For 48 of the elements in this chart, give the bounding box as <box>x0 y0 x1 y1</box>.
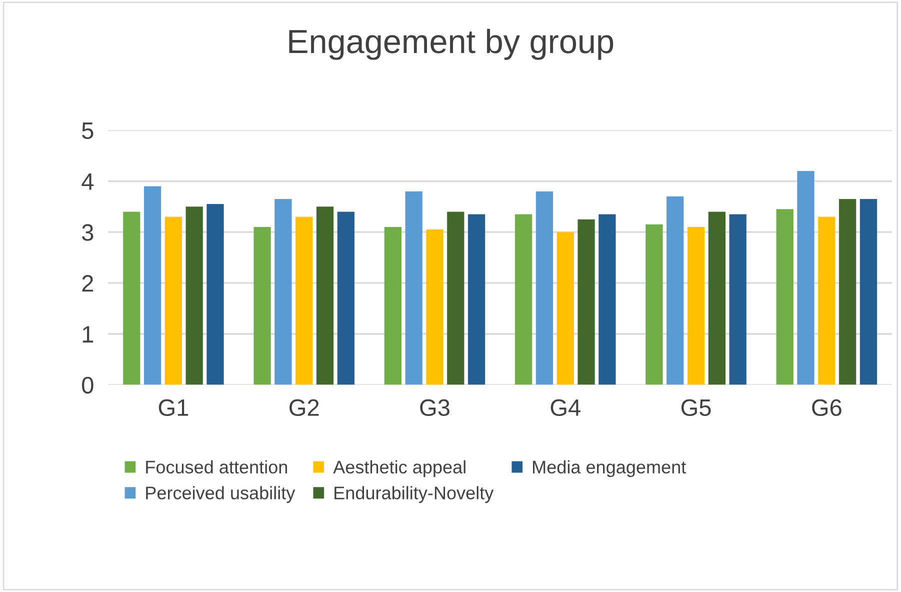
bar <box>776 209 794 385</box>
bar <box>164 216 182 385</box>
x-tick-label: G5 <box>681 399 711 416</box>
x-tick-label: G6 <box>812 399 842 416</box>
legend-label: Perceived usability <box>146 486 296 503</box>
chart-title: Engagement by group <box>289 28 614 60</box>
bar <box>860 198 878 385</box>
bar <box>405 191 422 385</box>
bar <box>468 214 486 385</box>
bar <box>598 214 616 385</box>
bar <box>646 224 663 385</box>
bar <box>797 170 814 385</box>
x-tick-label: G2 <box>290 399 319 416</box>
legend-label: Aesthetic appeal <box>333 460 466 478</box>
legend-label: Endurability-Novelty <box>334 486 494 503</box>
bar <box>254 226 271 385</box>
bar <box>578 219 595 385</box>
y-tick-label: 1 <box>82 326 94 342</box>
bar <box>839 198 856 385</box>
bar <box>274 198 292 385</box>
x-tick-label: G1 <box>158 399 188 416</box>
y-tick-label: 0 <box>82 376 94 394</box>
bar <box>426 230 444 385</box>
bar <box>515 214 532 385</box>
bar <box>708 212 726 385</box>
bar <box>206 204 224 385</box>
bar <box>144 186 162 385</box>
bar <box>729 214 746 385</box>
bar <box>818 216 836 385</box>
y-tick-label: 2 <box>82 275 94 292</box>
y-tick-label: 5 <box>82 122 94 140</box>
bar <box>296 216 313 385</box>
bar <box>337 212 354 385</box>
bar <box>687 226 705 385</box>
legend-label: Media engagement <box>533 460 686 478</box>
bar <box>316 206 334 385</box>
bar <box>536 191 554 385</box>
bar <box>123 212 140 385</box>
bar <box>556 232 574 385</box>
y-tick-label: 3 <box>82 224 94 241</box>
bar <box>384 226 402 385</box>
legend-label: Focused attention <box>146 460 287 474</box>
bar <box>666 196 684 385</box>
x-tick-label: G3 <box>420 399 450 416</box>
bar <box>447 212 464 385</box>
bar <box>186 206 203 385</box>
y-tick-label: 4 <box>82 173 94 190</box>
x-tick-label: G4 <box>550 399 580 416</box>
